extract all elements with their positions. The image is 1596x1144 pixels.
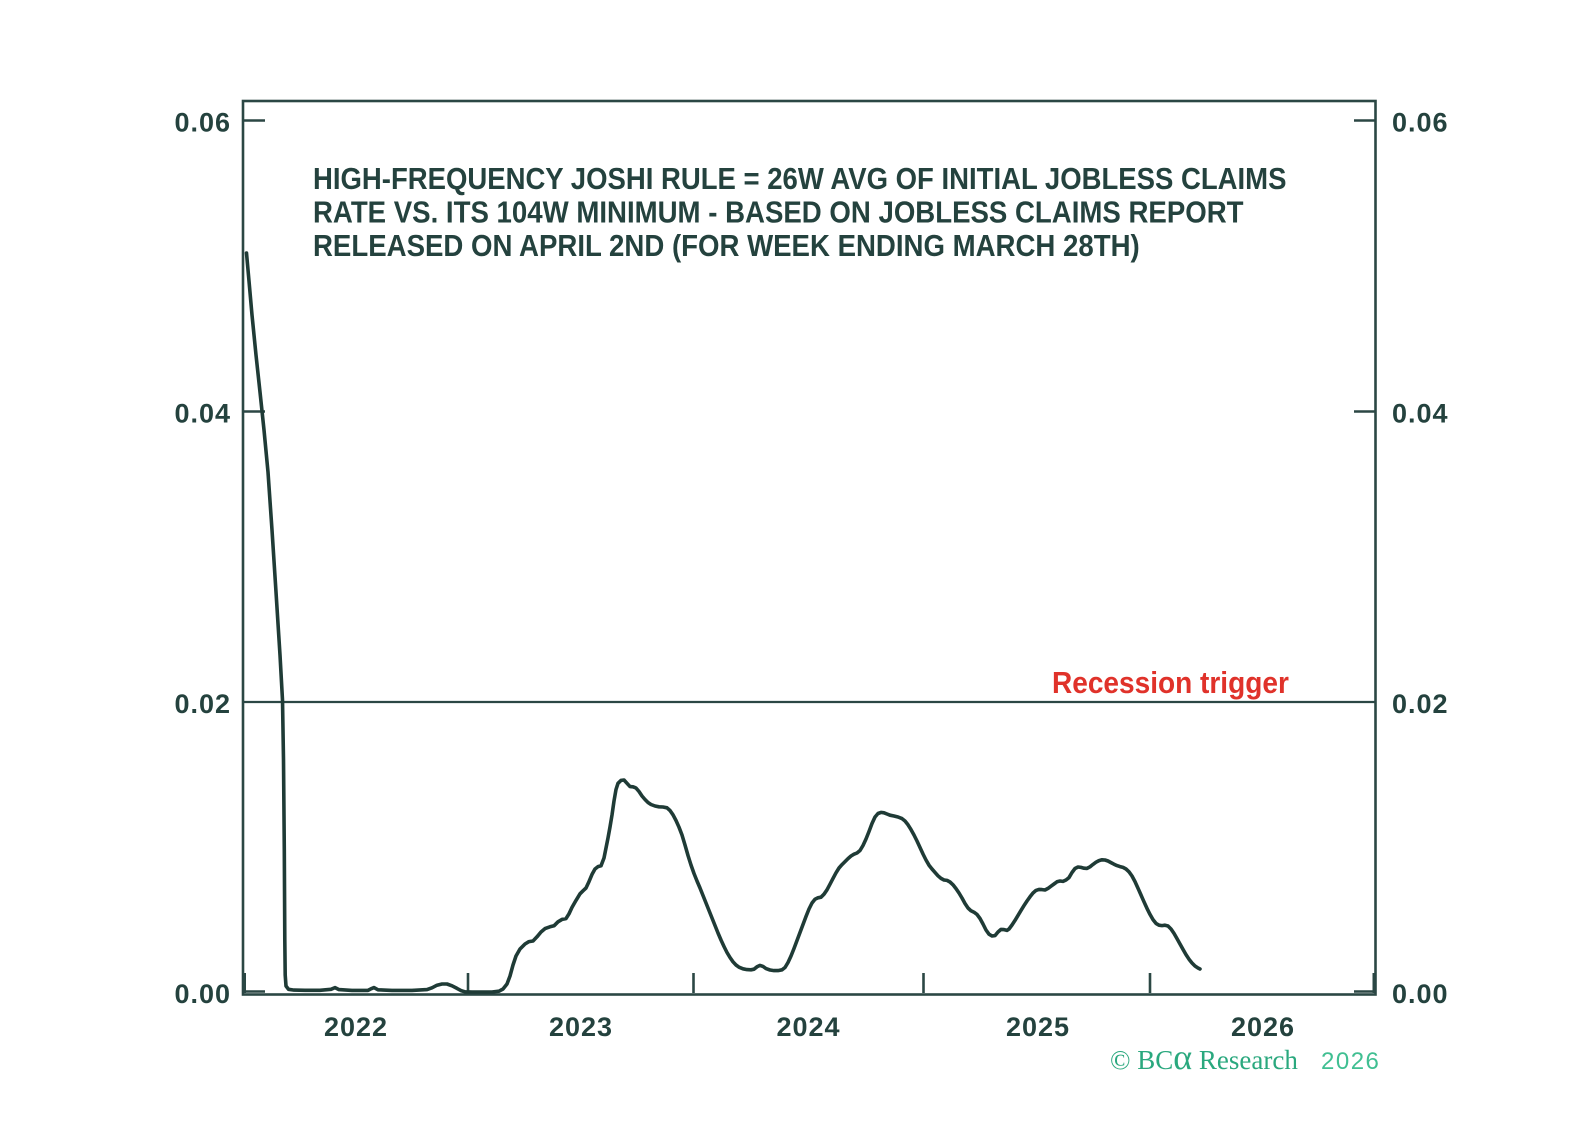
svg-text:Recession trigger: Recession trigger [1052,666,1289,701]
svg-text:0.04: 0.04 [174,399,231,429]
svg-text:RATE VS. ITS 104W MINIMUM - BA: RATE VS. ITS 104W MINIMUM - BASED ON JOB… [313,195,1244,230]
svg-text:0.00: 0.00 [1392,979,1449,1009]
svg-text:0.00: 0.00 [174,979,231,1009]
svg-text:2023: 2023 [549,1012,613,1042]
svg-text:2024: 2024 [776,1012,840,1042]
svg-text:2022: 2022 [324,1012,388,1042]
svg-text:2026: 2026 [1321,1048,1380,1075]
svg-text:0.06: 0.06 [174,108,231,138]
svg-text:2026: 2026 [1231,1012,1295,1042]
svg-text:0.04: 0.04 [1392,399,1449,429]
svg-text:0.02: 0.02 [174,689,231,719]
svg-text:0.06: 0.06 [1392,108,1449,138]
svg-text:0.02: 0.02 [1392,689,1449,719]
svg-text:HIGH-FREQUENCY JOSHI RULE = 26: HIGH-FREQUENCY JOSHI RULE = 26W AVG OF I… [313,162,1286,197]
svg-text:RELEASED ON APRIL 2ND (FOR WEE: RELEASED ON APRIL 2ND (FOR WEEK ENDING M… [313,229,1140,264]
svg-text:2025: 2025 [1006,1012,1070,1042]
